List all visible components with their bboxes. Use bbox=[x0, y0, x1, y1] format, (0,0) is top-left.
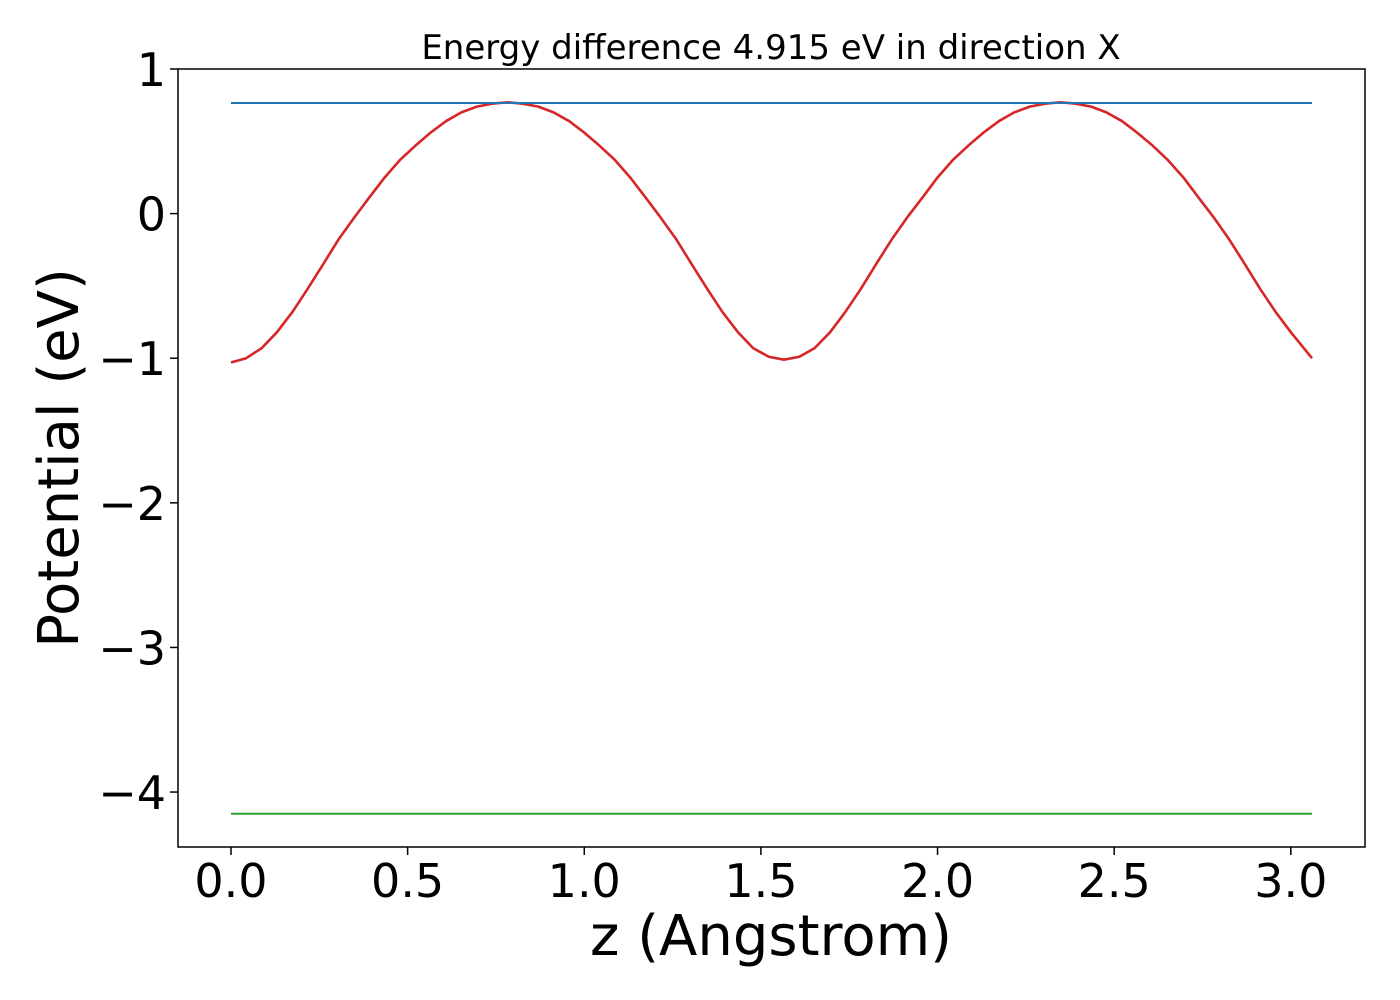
x-tick-label: 2.5 bbox=[1078, 854, 1151, 908]
axes-frame bbox=[177, 68, 1366, 848]
x-tick-label: 1.5 bbox=[724, 854, 797, 908]
y-axis-title: Potential (eV) bbox=[27, 268, 92, 648]
x-tick-label: 0.5 bbox=[371, 854, 444, 908]
x-tick-label: 2.0 bbox=[901, 854, 974, 908]
y-tick-label: 1 bbox=[137, 43, 166, 97]
x-axis: 0.0 0.5 1.0 1.5 2.0 2.5 3.0 bbox=[194, 847, 1327, 908]
y-tick-label: −3 bbox=[98, 621, 166, 675]
y-tick-label: 0 bbox=[137, 188, 166, 242]
x-tick-label: 1.0 bbox=[548, 854, 621, 908]
x-axis-title: z (Angstrom) bbox=[590, 904, 952, 969]
series-line-potential bbox=[230, 100, 1314, 364]
plot-area bbox=[230, 100, 1314, 815]
y-tick-label: −1 bbox=[98, 332, 166, 386]
y-tick-label: −2 bbox=[98, 477, 166, 531]
chart-title: Energy difference 4.915 eV in direction … bbox=[421, 28, 1120, 68]
y-tick-label: −4 bbox=[98, 766, 166, 820]
x-tick-label: 0.0 bbox=[194, 854, 267, 908]
x-tick-label: 3.0 bbox=[1254, 854, 1327, 908]
y-axis: 1 0 −1 −2 −3 −4 bbox=[98, 43, 178, 820]
